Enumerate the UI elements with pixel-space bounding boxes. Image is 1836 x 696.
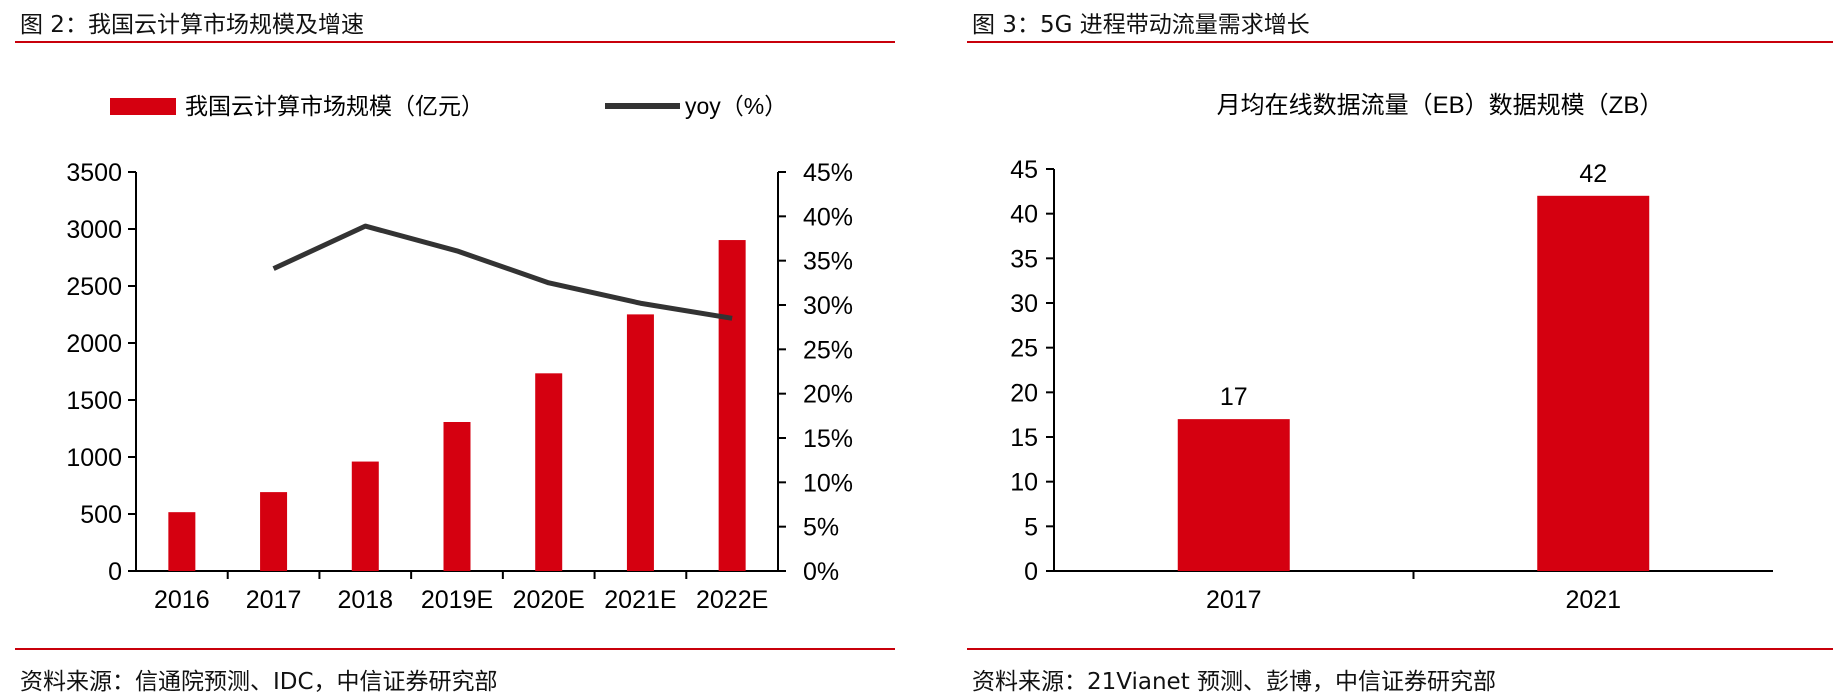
y-axis-tick-label: 5	[1024, 513, 1038, 541]
x-tick-label: 2016	[154, 586, 210, 614]
top-rule	[15, 41, 895, 43]
bar-2021	[1537, 195, 1650, 572]
figure-3-source: 资料来源：21Vianet 预测、彭博，中信证券研究部	[972, 669, 1497, 695]
traffic-chart: 月均在线数据流量（EB）数据规模（ZB） 051015202530354045 …	[1010, 92, 1773, 614]
y-axis-tick-label: 15	[1010, 424, 1038, 452]
y-axis-tick-label: 20	[1010, 379, 1038, 407]
figure-3-panel: 图 3：5G 进程带动流量需求增长 月均在线数据流量（EB）数据规模（ZB） 0…	[960, 0, 1836, 695]
figure-2-title: 图 2：我国云计算市场规模及增速	[20, 12, 364, 38]
left-axis-tick-label: 500	[80, 501, 122, 529]
bar-2022E	[718, 240, 746, 572]
top-rule	[967, 41, 1833, 43]
figure-3-title: 图 3：5G 进程带动流量需求增长	[972, 12, 1310, 38]
bar-2017	[260, 492, 288, 571]
x-tick-label: 2021E	[604, 586, 676, 614]
yoy-line	[272, 223, 733, 321]
right-axis-tick-label: 0%	[803, 558, 839, 586]
right-axis-tick-label: 20%	[803, 381, 853, 409]
bar-2020E	[535, 373, 563, 571]
y-axis-tick-label: 10	[1010, 469, 1038, 497]
right-axis-tick-label: 5%	[803, 514, 839, 542]
right-axis-tick-label: 40%	[803, 203, 853, 231]
left-axis-tick-label: 1500	[66, 387, 122, 415]
x-tick-label: 2017	[246, 586, 302, 614]
x-tick-label: 2022E	[696, 586, 768, 614]
legend-bar-label: 我国云计算市场规模（亿元）	[185, 93, 484, 119]
bar-2019E	[443, 422, 471, 571]
figure-2-source: 资料来源：信通院预测、IDC，中信证券研究部	[20, 669, 498, 695]
bar-2016	[168, 512, 196, 571]
data-label: 17	[1220, 383, 1248, 411]
legend-line-label: yoy（%）	[685, 93, 787, 119]
y-axis-tick-label: 35	[1010, 245, 1038, 273]
bottom-rule	[15, 648, 895, 650]
left-axis-tick-label: 3000	[66, 216, 122, 244]
x-tick-label: 2020E	[513, 586, 585, 614]
right-axis-tick-label: 25%	[803, 336, 853, 364]
left-axis-tick-label: 3500	[66, 159, 122, 187]
x-tick-label: 2019E	[421, 586, 493, 614]
legend-bar-swatch	[110, 98, 176, 115]
bottom-rule	[967, 648, 1833, 650]
right-axis-tick-label: 30%	[803, 292, 853, 320]
left-axis-tick-label: 2500	[66, 273, 122, 301]
chart-title: 月均在线数据流量（EB）数据规模（ZB）	[1217, 92, 1664, 119]
data-label: 42	[1579, 160, 1607, 188]
x-tick-label: 2021	[1565, 586, 1621, 614]
right-axis-tick-label: 35%	[803, 248, 853, 276]
x-tick-label: 2017	[1206, 586, 1262, 614]
left-axis-tick-label: 1000	[66, 444, 122, 472]
bar-2018	[351, 461, 379, 571]
cloud-market-chart: 我国云计算市场规模（亿元） yoy（%） 0 500 1000 1500 2000 250…	[66, 93, 853, 614]
figure-2-panel: 图 2：我国云计算市场规模及增速 我国云计算市场规模（亿元） yoy（%） 0 5…	[0, 0, 900, 695]
right-axis-tick-label: 15%	[803, 425, 853, 453]
right-axis-tick-label: 45%	[803, 159, 853, 187]
y-axis-tick-label: 40	[1010, 201, 1038, 229]
x-tick-label: 2018	[337, 586, 393, 614]
bar-2021E	[626, 314, 654, 571]
left-axis-tick-label: 0	[108, 558, 122, 586]
y-axis-tick-label: 45	[1010, 156, 1038, 184]
bar-2017	[1177, 419, 1290, 571]
y-axis-tick-label: 0	[1024, 558, 1038, 586]
y-axis-tick-label: 25	[1010, 335, 1038, 363]
y-axis-tick-label: 30	[1010, 290, 1038, 318]
right-axis-tick-label: 10%	[803, 469, 853, 497]
left-axis-tick-label: 2000	[66, 330, 122, 358]
